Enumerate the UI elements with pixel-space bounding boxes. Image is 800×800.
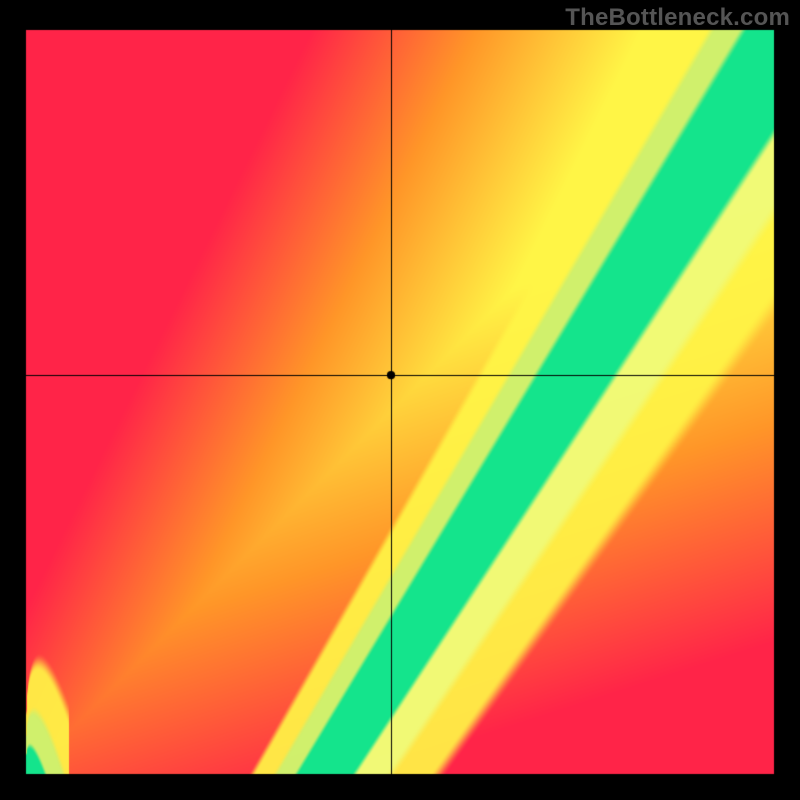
chart-container: TheBottleneck.com	[0, 0, 800, 800]
bottleneck-heatmap	[0, 0, 800, 800]
watermark-text: TheBottleneck.com	[565, 4, 790, 32]
